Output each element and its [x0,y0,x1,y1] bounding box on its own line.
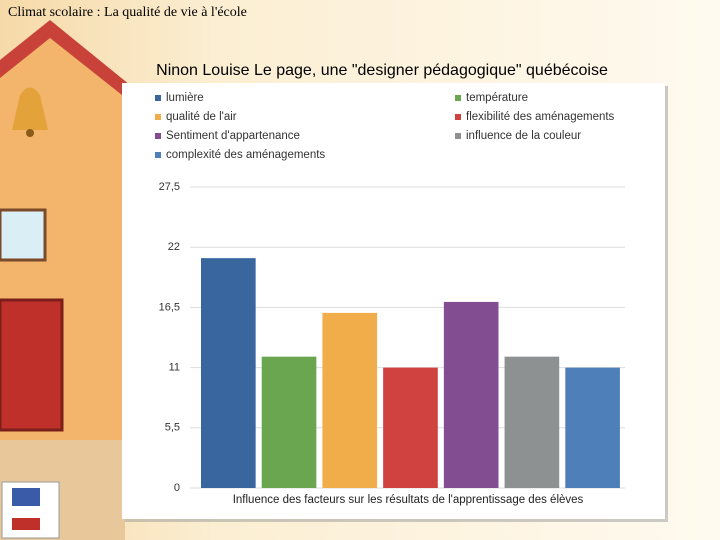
legend-label: complexité des aménagements [166,149,325,161]
legend-swatch [455,133,461,139]
bar [383,367,438,488]
bar [322,312,378,488]
bar [504,356,560,488]
bar [443,301,499,488]
legend-label: température [466,92,528,104]
chart-title: Ninon Louise Le page, une "designer péda… [156,62,608,79]
legend-swatch [455,95,461,101]
slide-title: Climat scolaire : La qualité de vie à l'… [8,5,247,20]
legend-label: lumière [166,92,204,104]
legend-swatch [155,114,161,120]
legend-swatch [155,133,161,139]
bar [261,356,317,488]
y-tick-label: 27,5 [159,181,180,193]
legend-label: qualité de l'air [166,111,237,123]
y-tick-label: 0 [174,482,180,494]
bar [201,258,256,488]
y-tick-label: 22 [168,241,180,253]
illustration [0,20,130,540]
y-tick-label: 16,5 [159,301,180,313]
y-tick-label: 5,5 [165,422,180,434]
legend-swatch [155,152,161,158]
legend-label: flexibilité des aménagements [466,111,615,123]
x-axis-label: Influence des facteurs sur les résultats… [233,494,584,506]
bar [565,367,620,488]
legend-swatch [455,114,461,120]
y-tick-label: 11 [169,362,180,374]
legend-swatch [155,95,161,101]
legend-label: influence de la couleur [466,130,581,142]
legend-label: Sentiment d'appartenance [166,130,300,142]
